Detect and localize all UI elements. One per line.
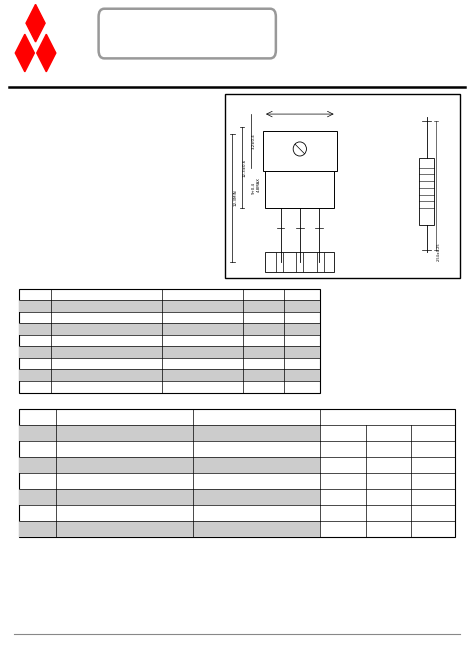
Text: 9+0.4: 9+0.4 (252, 182, 256, 194)
FancyBboxPatch shape (99, 9, 276, 58)
Bar (19, 370, 320, 381)
Text: 4.8MAX: 4.8MAX (257, 177, 261, 192)
Text: 12.3MIN: 12.3MIN (233, 190, 237, 206)
Bar (225, 94, 460, 278)
Bar (19, 489, 320, 505)
Bar (263, 131, 337, 171)
Bar (276, 252, 283, 272)
Bar (296, 252, 303, 272)
Bar (19, 300, 320, 311)
Bar (317, 252, 324, 272)
Polygon shape (15, 34, 34, 72)
Text: 3.2±0.4: 3.2±0.4 (252, 133, 256, 149)
Bar (19, 521, 320, 537)
Bar (419, 158, 434, 225)
Bar (19, 323, 320, 335)
Polygon shape (26, 4, 45, 42)
Text: 12.3±0.6: 12.3±0.6 (243, 158, 246, 177)
Text: 2.54±0.25: 2.54±0.25 (437, 242, 440, 261)
Polygon shape (37, 34, 56, 72)
Bar (265, 252, 334, 272)
Bar (19, 289, 320, 393)
Bar (19, 346, 320, 358)
Bar (19, 409, 455, 537)
Bar (19, 425, 320, 442)
Bar (265, 171, 334, 208)
Bar (19, 457, 320, 473)
Ellipse shape (293, 142, 306, 156)
